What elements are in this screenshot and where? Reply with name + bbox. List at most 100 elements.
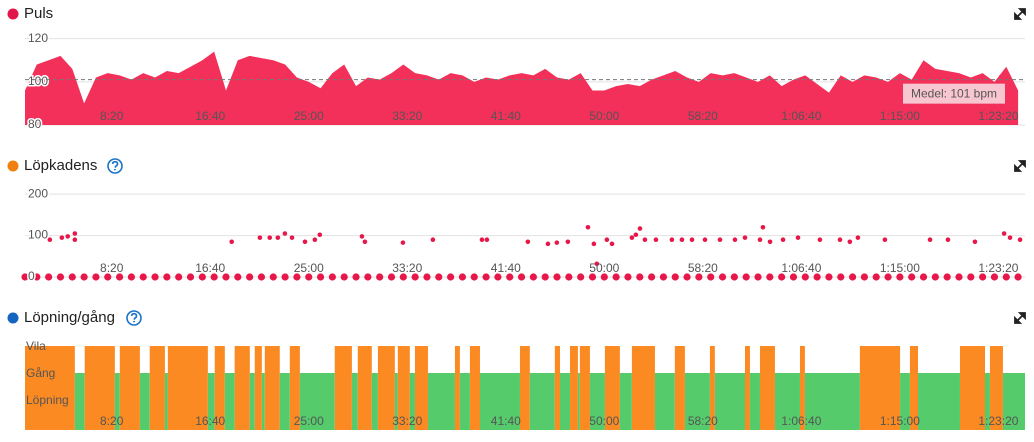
activity-segment bbox=[529, 373, 555, 430]
cadence-point bbox=[718, 273, 727, 281]
help-icon[interactable] bbox=[107, 158, 123, 174]
cadence-point bbox=[92, 273, 100, 281]
cadence-point bbox=[115, 273, 124, 281]
cadence-point bbox=[80, 273, 88, 281]
activity-segment bbox=[254, 346, 262, 430]
cadence-point bbox=[801, 273, 809, 281]
activity-segment bbox=[264, 346, 280, 430]
expand-icon[interactable] bbox=[1014, 8, 1026, 324]
cadence-point bbox=[990, 273, 999, 281]
cadence-point bbox=[1001, 231, 1007, 236]
activity-segment bbox=[674, 346, 685, 430]
activity-segment bbox=[289, 346, 300, 430]
cadence-point bbox=[742, 235, 748, 240]
cadence-point bbox=[702, 237, 708, 243]
activity-segment bbox=[709, 346, 715, 430]
labels: 8:20 16:40 25:00 33:20 41:40 50:00 58:20 1:06:4… bbox=[26, 339, 1019, 428]
activity-segment bbox=[409, 373, 415, 430]
chart: Löpning/gång 8:20 16:40 25:00 33:20 41:40 50:0… bbox=[7, 309, 1025, 430]
cadence-point bbox=[545, 241, 551, 247]
cadence-point bbox=[565, 239, 571, 245]
activity-segment bbox=[469, 346, 480, 430]
activity-segment bbox=[684, 373, 710, 430]
activity-segment bbox=[714, 373, 745, 430]
cadence-point bbox=[585, 224, 591, 230]
cadence-point bbox=[967, 273, 975, 281]
cadence-point bbox=[229, 239, 234, 245]
cadence-point bbox=[760, 224, 766, 230]
cadence-point bbox=[234, 273, 242, 281]
help-icon[interactable] bbox=[126, 310, 142, 326]
cadence-point bbox=[817, 237, 823, 243]
cadence-point bbox=[59, 235, 65, 240]
cadence-point bbox=[281, 273, 289, 281]
x-tick-label: 16:40 bbox=[195, 109, 225, 123]
cadence-point bbox=[484, 237, 490, 243]
cadence-point bbox=[525, 239, 531, 245]
x-tick-label: 25:00 bbox=[294, 261, 324, 275]
marks bbox=[25, 346, 1025, 430]
activity-segment bbox=[261, 373, 265, 430]
activity-segment bbox=[1002, 373, 1025, 430]
activity-segment bbox=[214, 346, 225, 430]
chart-title: Löpning/gång bbox=[24, 309, 115, 326]
activity-segment bbox=[119, 346, 140, 430]
cadence-point bbox=[695, 273, 703, 281]
cadence-point bbox=[633, 232, 639, 238]
cadence-point bbox=[1014, 273, 1022, 281]
average-label: Medel: 101 bpm bbox=[911, 86, 997, 100]
cadence-point bbox=[742, 273, 750, 281]
cadence-point bbox=[825, 273, 833, 281]
x-tick-label: 41:40 bbox=[491, 414, 521, 428]
cadence-point bbox=[669, 237, 675, 243]
level-label: Löpning bbox=[26, 393, 69, 407]
activity-segment bbox=[84, 346, 115, 430]
y-tick-label: 120 bbox=[28, 31, 48, 45]
activity-segment bbox=[900, 373, 910, 430]
activity-segment bbox=[234, 346, 250, 430]
cadence-point bbox=[362, 239, 368, 245]
cadence-point bbox=[72, 237, 78, 243]
cadence-point bbox=[1007, 235, 1013, 240]
chart-title: Löpkadens bbox=[24, 157, 97, 174]
cadence-point bbox=[730, 273, 738, 281]
cadence-point bbox=[837, 273, 845, 281]
cadence-point bbox=[529, 273, 537, 281]
activity-segment bbox=[589, 373, 605, 430]
cadence-point bbox=[754, 273, 762, 281]
cadence-point bbox=[757, 237, 763, 243]
cadence-point bbox=[210, 273, 218, 281]
x-tick-label: 41:40 bbox=[491, 109, 521, 123]
x-tick-label: 50:00 bbox=[589, 109, 619, 123]
cadence-point bbox=[275, 235, 281, 240]
activity-segment bbox=[604, 346, 620, 430]
cadence-point bbox=[45, 273, 53, 281]
y-tick-label: 100 bbox=[28, 74, 48, 88]
activity-segment bbox=[570, 346, 578, 430]
legend-dot bbox=[7, 8, 19, 20]
cadence-point bbox=[293, 273, 301, 281]
cadence-point bbox=[305, 273, 313, 281]
x-tick-label: 1:06:40 bbox=[781, 414, 821, 428]
x-tick-label: 1:23:20 bbox=[978, 109, 1018, 123]
cadence-point bbox=[312, 237, 318, 243]
activity-segment bbox=[371, 373, 378, 430]
cadence-point bbox=[553, 273, 561, 281]
activity-segment bbox=[279, 373, 290, 430]
activity-segment bbox=[207, 373, 215, 430]
activity-segment bbox=[224, 373, 235, 430]
cadence-point bbox=[600, 273, 608, 281]
charts: Puls 80 100 120 8:20 16:40 25:00 33:20 41:40 50:0… bbox=[7, 5, 1025, 430]
cadence-point bbox=[629, 235, 635, 240]
x-tick-label: 50:00 bbox=[589, 261, 619, 275]
cadence-point bbox=[884, 273, 892, 281]
x-tick-label: 33:20 bbox=[392, 261, 422, 275]
cadence-point bbox=[945, 237, 951, 243]
cadence-point bbox=[612, 273, 620, 281]
cadence-point bbox=[648, 273, 656, 281]
cadence-point bbox=[302, 239, 308, 245]
cadence-point bbox=[352, 273, 360, 281]
cadence-point bbox=[494, 273, 502, 281]
cadence-point bbox=[780, 237, 786, 243]
x-tick-label: 16:40 bbox=[195, 414, 225, 428]
